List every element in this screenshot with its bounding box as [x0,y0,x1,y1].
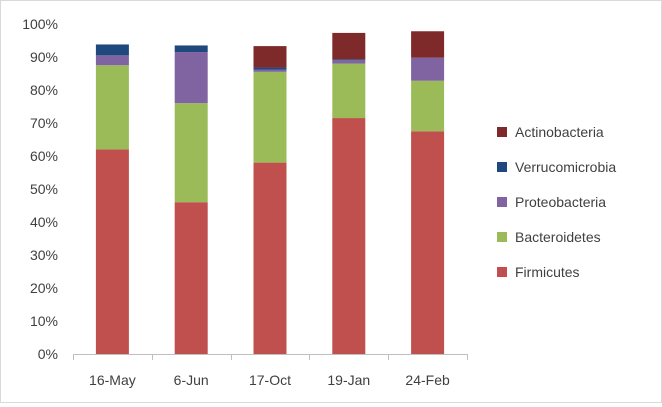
x-tick-label: 17-Oct [249,372,291,388]
bar-segment-actinobacteria-4 [411,31,445,58]
y-tick-label: 60% [30,148,58,164]
x-tick-label: 19-Jan [327,372,370,388]
legend-label-bacteroidetes: Bacteroidetes [515,229,601,245]
bar-segment-actinobacteria-2 [253,46,287,68]
legend-label-actinobacteria: Actinobacteria [515,124,604,140]
y-tick-label: 90% [30,49,58,65]
x-axis: 16-May 6-Jun 17-Oct 19-Jan 24-Feb [73,354,468,388]
x-tick-label: 16-May [89,372,136,388]
legend-swatch-firmicutes [497,267,507,277]
bar-segment-bacteroidetes-2 [253,71,287,163]
y-tick-label: 20% [30,280,58,296]
y-tick-label: 10% [30,313,58,329]
bar-segment-bacteroidetes-4 [411,80,445,132]
bar-segment-bacteroidetes-0 [95,65,129,150]
x-tick-label: 6-Jun [174,372,209,388]
bar-segment-actinobacteria-3 [332,32,366,60]
legend-label-proteobacteria: Proteobacteria [515,194,606,210]
plot-area [95,31,445,354]
bar-segment-proteobacteria-0 [95,55,129,66]
bar-segment-proteobacteria-3 [332,60,366,64]
bar-segment-verrucomicrobia-3 [332,59,366,61]
y-tick-label: 30% [30,247,58,263]
legend-swatch-proteobacteria [497,197,507,207]
legend: Actinobacteria Verrucomicrobia Proteobacte… [497,124,616,280]
legend-label-verrucomicrobia: Verrucomicrobia [515,159,616,175]
bar-segment-firmicutes-0 [95,149,129,354]
legend-swatch-actinobacteria [497,127,507,137]
bar-segment-proteobacteria-1 [174,52,208,104]
bar-segment-proteobacteria-4 [411,57,445,81]
legend-swatch-bacteroidetes [497,232,507,242]
bar-segment-bacteroidetes-3 [332,63,366,119]
bar-segment-firmicutes-2 [253,162,287,354]
legend-label-firmicutes: Firmicutes [515,264,580,280]
y-tick-label: 80% [30,82,58,98]
y-tick-label: 40% [30,214,58,230]
y-tick-label: 0% [38,346,58,362]
y-axis-labels: 0% 10% 20% 30% 40% 50% 60% 70% 80% 90% 100% [22,16,58,362]
y-tick-label: 50% [30,181,58,197]
legend-swatch-verrucomicrobia [497,162,507,172]
bar-segment-bacteroidetes-1 [174,103,208,203]
bar-segment-firmicutes-4 [411,131,445,354]
y-tick-label: 70% [30,115,58,131]
bar-segment-firmicutes-3 [332,118,366,354]
bar-segment-firmicutes-1 [174,202,208,354]
bar-segment-verrucomicrobia-2 [253,67,287,70]
bar-segment-verrucomicrobia-0 [95,44,129,56]
bar-segment-verrucomicrobia-1 [174,45,208,53]
y-tick-label: 100% [22,16,58,32]
bar-segment-proteobacteria-2 [253,69,287,72]
x-tick-label: 24-Feb [405,372,450,388]
